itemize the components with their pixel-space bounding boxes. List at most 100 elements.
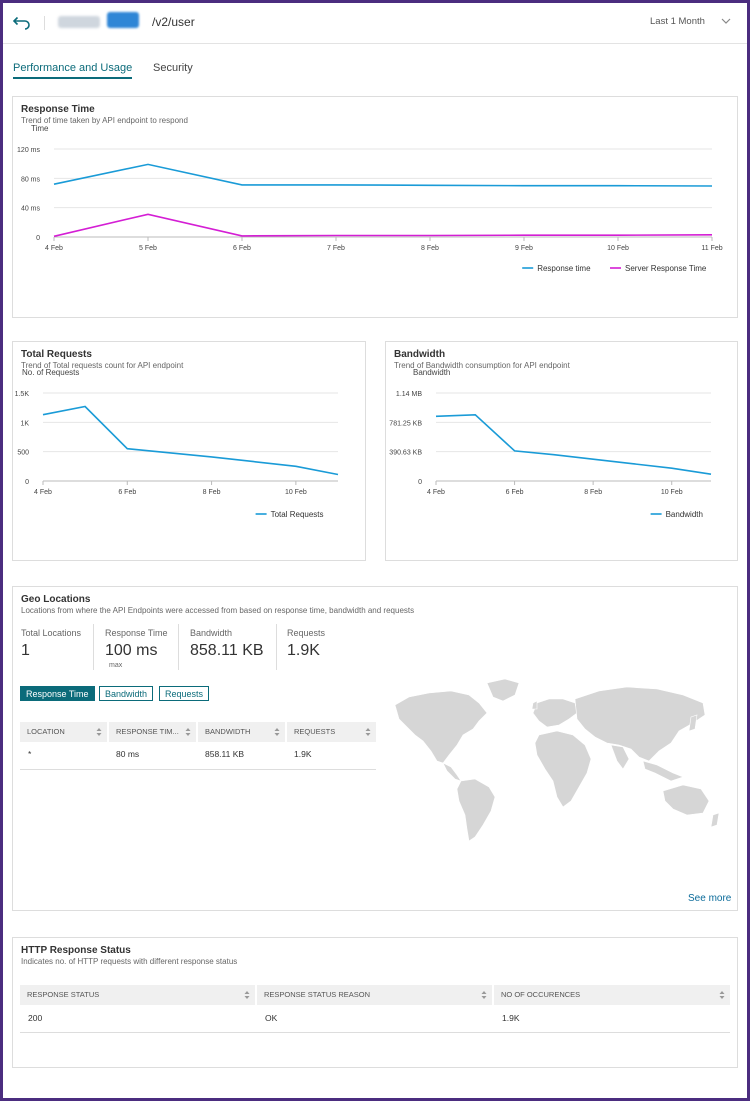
- total-requests-card: Total Requests Trend of Total requests c…: [12, 341, 366, 561]
- geo-locations-card: Geo Locations Locations from where the A…: [12, 586, 738, 911]
- geo-table-header: LOCATION RESPONSE TIM... BANDWIDTH REQUE…: [20, 722, 376, 742]
- column-label: RESPONSE STATUS: [27, 990, 100, 999]
- x-tick-label: 6 Feb: [118, 489, 136, 496]
- http-response-status-card: HTTP Response Status Indicates no. of HT…: [12, 937, 738, 1068]
- legend-label: Total Requests: [271, 510, 324, 519]
- column-header-response-status[interactable]: RESPONSE STATUS: [20, 985, 257, 1005]
- http-table-header: RESPONSE STATUS RESPONSE STATUS REASON N…: [20, 985, 730, 1005]
- stat-value-response-time: 100 ms: [105, 642, 158, 659]
- y-axis-label: Bandwidth: [413, 368, 450, 377]
- column-label: BANDWIDTH: [205, 727, 251, 736]
- y-tick-label: 120 ms: [17, 147, 40, 154]
- x-tick-label: 8 Feb: [421, 245, 439, 252]
- metric-button-bandwidth[interactable]: Bandwidth: [99, 686, 154, 701]
- map-africa: [534, 730, 592, 808]
- tab-performance-and-usage[interactable]: Performance and Usage: [13, 62, 133, 79]
- map-asia: [574, 686, 706, 762]
- series-line-response-time: [53, 163, 713, 187]
- x-tick-label: 6 Feb: [233, 245, 251, 252]
- sort-icon: [244, 991, 250, 999]
- y-tick-label: 390.63 KB: [389, 450, 422, 457]
- column-header-requests[interactable]: REQUESTS: [287, 722, 376, 742]
- sort-icon: [185, 728, 191, 736]
- y-tick-label: 781.25 KB: [389, 420, 422, 427]
- sort-icon: [274, 728, 280, 736]
- back-arrow-icon[interactable]: [12, 13, 30, 31]
- cell-response-status-reason: OK: [265, 1013, 278, 1023]
- see-more-link[interactable]: See more: [688, 893, 732, 904]
- x-tick-label: 4 Feb: [34, 489, 52, 496]
- total-requests-chart: No. of Requests 0 500 1K 1.5K 4 Feb 6 Feb 8 Feb…: [15, 368, 339, 519]
- y-tick-label: 80 ms: [21, 176, 41, 183]
- stat-value-bandwidth: 858.11 KB: [190, 642, 264, 659]
- y-tick-label: 1.14 MB: [396, 391, 422, 398]
- blurred-api-name: [58, 16, 100, 28]
- column-header-response-status-reason[interactable]: RESPONSE STATUS REASON: [257, 985, 494, 1005]
- y-tick-label: 40 ms: [21, 206, 41, 213]
- card-title: HTTP Response Status: [21, 945, 131, 956]
- chevron-down-icon[interactable]: [720, 15, 732, 27]
- map-india: [610, 744, 630, 770]
- page: /v2/user Last 1 Month Performance and Us…: [3, 3, 747, 1098]
- map-new-zealand: [710, 812, 720, 828]
- x-tick-label: 11 Feb: [701, 245, 722, 252]
- cell-no-of-occurences: 1.9K: [502, 1013, 520, 1023]
- stat-divider: [178, 624, 179, 670]
- stat-value-requests: 1.9K: [287, 642, 320, 659]
- x-tick-label: 10 Feb: [661, 489, 683, 496]
- card-subtitle: Locations from where the API Endpoints w…: [21, 606, 415, 615]
- x-tick-label: 4 Feb: [427, 489, 445, 496]
- cell-requests: 1.9K: [294, 749, 312, 759]
- card-title: Total Requests: [21, 349, 92, 360]
- x-tick-label: 6 Feb: [506, 489, 524, 496]
- column-header-location[interactable]: LOCATION: [20, 722, 109, 742]
- column-header-response-time[interactable]: RESPONSE TIM...: [109, 722, 198, 742]
- map-southeast-asia: [642, 760, 684, 782]
- stat-label-requests: Requests: [287, 628, 326, 638]
- stat-note-max: max: [109, 662, 123, 669]
- stat-label-response-time: Response Time: [105, 628, 168, 638]
- column-header-no-of-occurences[interactable]: NO OF OCCURENCES: [494, 985, 730, 1005]
- cell-bandwidth: 858.11 KB: [205, 749, 245, 759]
- x-tick-label: 7 Feb: [327, 245, 345, 252]
- map-central-america: [442, 762, 462, 782]
- x-tick-label: 8 Feb: [584, 489, 602, 496]
- y-tick-label: 1K: [20, 420, 29, 427]
- map-australia: [662, 784, 710, 816]
- endpoint-path: /v2/user: [152, 15, 195, 29]
- card-subtitle: Trend of Total requests count for API en…: [21, 361, 184, 370]
- x-tick-label: 9 Feb: [515, 245, 533, 252]
- x-tick-label: 5 Feb: [139, 245, 157, 252]
- card-subtitle: Trend of time taken by API endpoint to r…: [21, 116, 188, 125]
- column-label: LOCATION: [27, 727, 65, 736]
- response-time-chart: Time 0 40 ms 80 ms 120 ms 4 Feb 5 Feb 6 Feb 7 Fe…: [17, 124, 723, 273]
- y-axis-label: No. of Requests: [22, 368, 79, 377]
- card-title: Bandwidth: [394, 349, 446, 360]
- stat-label-bandwidth: Bandwidth: [190, 628, 233, 638]
- map-south-america: [456, 778, 496, 842]
- y-tick-label: 0: [418, 479, 422, 486]
- map-greenland: [486, 678, 520, 702]
- metric-button-requests[interactable]: Requests: [159, 686, 210, 701]
- metric-button-response-time[interactable]: Response Time: [20, 686, 95, 701]
- sort-icon: [96, 728, 102, 736]
- column-header-bandwidth[interactable]: BANDWIDTH: [198, 722, 287, 742]
- stat-divider: [93, 624, 94, 670]
- card-title: Geo Locations: [21, 594, 91, 605]
- legend-label: Response time: [537, 264, 591, 273]
- map-uk: [531, 700, 538, 710]
- card-subtitle: Trend of Bandwidth consumption for API e…: [394, 361, 570, 370]
- column-label: NO OF OCCURENCES: [501, 990, 581, 999]
- time-range-select[interactable]: Last 1 Month: [650, 16, 705, 27]
- x-tick-label: 10 Feb: [607, 245, 629, 252]
- map-north-america: [394, 690, 488, 764]
- series-line-server-response-time: [53, 213, 713, 238]
- tab-security[interactable]: Security: [153, 62, 193, 74]
- x-tick-label: 4 Feb: [45, 245, 63, 252]
- cell-location: *: [28, 749, 32, 759]
- stat-divider: [276, 624, 277, 670]
- card-title: Response Time: [21, 104, 95, 115]
- cell-response-time: 80 ms: [116, 749, 140, 759]
- sort-icon: [481, 991, 487, 999]
- response-time-card: Response Time Trend of time taken by API…: [12, 96, 738, 318]
